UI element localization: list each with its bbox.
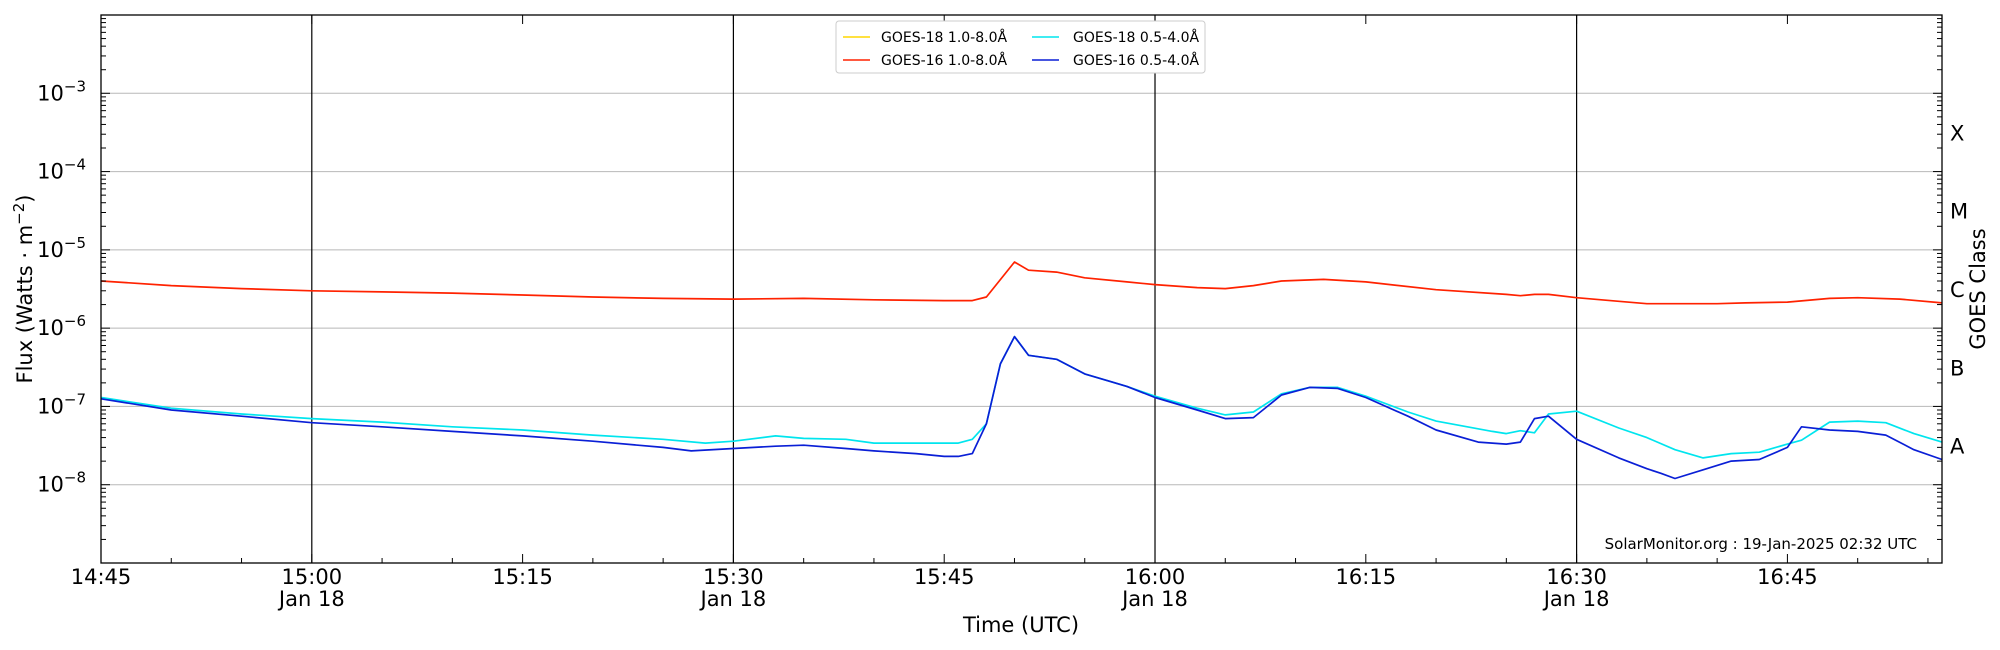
legend: GOES-18 1.0-8.0Å GOES-16 1.0-8.0Å GOES-1… (835, 20, 1206, 74)
y-axis-label-close: ) (13, 194, 37, 202)
goes-class-label: A (1950, 435, 1965, 459)
plot-frame (100, 14, 1943, 564)
y-tick-label-base: 10 (37, 316, 64, 340)
legend-label-goes18-short: GOES-18 0.5-4.0Å (1073, 29, 1199, 46)
legend-label-goes16-short: GOES-16 0.5-4.0Å (1073, 52, 1199, 69)
x-tick-label: 15:00 (282, 565, 343, 589)
x-tick-sublabel: Jan 18 (1120, 587, 1188, 611)
x-tick-label: 16:45 (1757, 565, 1818, 589)
legend-label-goes18-long: GOES-18 1.0-8.0Å (881, 29, 1007, 46)
y-tick-label-base: 10 (37, 394, 64, 418)
x-axis-label: Time (UTC) (962, 613, 1079, 637)
y-tick-label-base: 10 (37, 238, 64, 262)
y-tick-label: 10−3 (37, 77, 86, 105)
y-tick-label-exponent: −3 (64, 77, 86, 95)
goes-class-label: X (1950, 121, 1964, 145)
y-tick-label-exponent: −7 (64, 390, 86, 408)
x-tick-sublabel: Jan 18 (1542, 587, 1610, 611)
series-lines (100, 261, 1943, 480)
x-tick-label: 14:45 (71, 565, 132, 589)
day-marker-lines (311, 15, 1578, 563)
y-tick-label: 10−7 (37, 390, 86, 418)
y-axis-label: Flux (Watts · m−2) (10, 194, 37, 383)
y-axis-label-exponent: −2 (10, 203, 28, 225)
y-tick-label-base: 10 (37, 473, 64, 497)
y-tick-label: 10−8 (37, 469, 86, 497)
y-tick-label-exponent: −8 (64, 469, 86, 487)
y-tick-label-base: 10 (37, 81, 64, 105)
y-tick-label-exponent: −4 (64, 156, 86, 174)
y-tick-label-exponent: −5 (64, 234, 86, 252)
x-tick-label: 16:30 (1546, 565, 1607, 589)
goes-class-label: M (1950, 200, 1968, 224)
y-tick-label-exponent: −6 (64, 312, 86, 330)
series-line (100, 335, 1943, 459)
x-tick-sublabel: Jan 18 (699, 587, 767, 611)
x-tick-label: 16:00 (1125, 565, 1186, 589)
series-line (100, 261, 1943, 305)
legend-label-goes16-long: GOES-16 1.0-8.0Å (881, 52, 1007, 69)
goes-class-label: B (1950, 356, 1964, 380)
y-tick-label: 10−5 (37, 234, 86, 262)
legend-box (835, 20, 1206, 74)
y-tick-label: 10−6 (37, 312, 86, 340)
axis-ticks (100, 15, 1942, 564)
x-tick-label: 16:15 (1336, 565, 1397, 589)
goes-class-labels: A B C M X (1950, 121, 1968, 458)
grid-lines (101, 92, 1942, 486)
y-tick-label: 10−4 (37, 156, 86, 184)
y-tick-label-base: 10 (37, 160, 64, 184)
credit-text: SolarMonitor.org : 19-Jan-2025 02:32 UTC (1605, 535, 1917, 553)
y-axis-label-main: Flux (Watts · m (13, 225, 37, 384)
x-tick-label: 15:45 (914, 565, 975, 589)
right-axis-label: GOES Class (1966, 228, 1990, 349)
x-tick-label: 15:15 (492, 565, 553, 589)
x-tick-sublabel: Jan 18 (277, 587, 345, 611)
x-tick-label: 15:30 (703, 565, 764, 589)
goes-class-label: C (1950, 278, 1965, 302)
series-line (100, 335, 1943, 480)
